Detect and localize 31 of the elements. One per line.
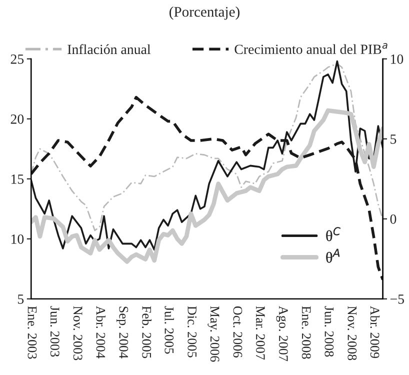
x-tick-label: Abr. 2004 bbox=[96, 306, 106, 358]
y-tick-label: 25 bbox=[10, 54, 24, 64]
x-tick-label: Ene. 2008 bbox=[302, 306, 311, 359]
x-tick-label: Ago. 2007 bbox=[276, 306, 288, 362]
chart-title: (Porcentaje) bbox=[170, 6, 240, 20]
x-tick-label: Jul. 2005 bbox=[164, 306, 174, 354]
line-series bbox=[31, 108, 383, 264]
x-tick-label: Feb. 2005 bbox=[142, 306, 152, 358]
y-tick-label: 5 bbox=[18, 294, 24, 304]
x-tick-label: May. 2006 bbox=[208, 306, 220, 362]
x-tick-label: Ene. 2003 bbox=[28, 306, 37, 359]
y2-tick-label: 5 bbox=[390, 134, 396, 144]
y2-tick-label: 0 bbox=[390, 214, 396, 224]
legend-label: Inflación anual bbox=[68, 44, 151, 54]
y-tick-label: 20 bbox=[10, 114, 24, 124]
x-tick-label: Abr. 2009 bbox=[370, 306, 380, 358]
x-tick-label: Mar. 2007 bbox=[256, 306, 265, 360]
legend-label: θ$^{A}$ bbox=[326, 248, 340, 263]
x-tick-label: Jun. 2008 bbox=[324, 306, 334, 357]
x-tick-label: Nov. 2008 bbox=[348, 306, 357, 360]
y2-tick-label: −5 bbox=[390, 294, 404, 304]
y-tick-label: 10 bbox=[11, 234, 24, 244]
legend-label: θ$^{C}$ bbox=[326, 227, 340, 242]
y-tick-label: 15 bbox=[11, 174, 24, 184]
legend-label: Crecimiento anual del PIB$^{a}$ bbox=[234, 43, 388, 54]
x-tick-label: Sep. 2004 bbox=[116, 306, 128, 358]
x-tick-label: Dic. 2005 bbox=[188, 306, 197, 358]
y2-tick-label: 10 bbox=[390, 54, 404, 64]
x-tick-label: Jun. 2003 bbox=[50, 306, 60, 357]
x-tick-label: Nov. 2003 bbox=[73, 306, 82, 360]
x-tick-label: Oct. 2006 bbox=[233, 306, 242, 358]
